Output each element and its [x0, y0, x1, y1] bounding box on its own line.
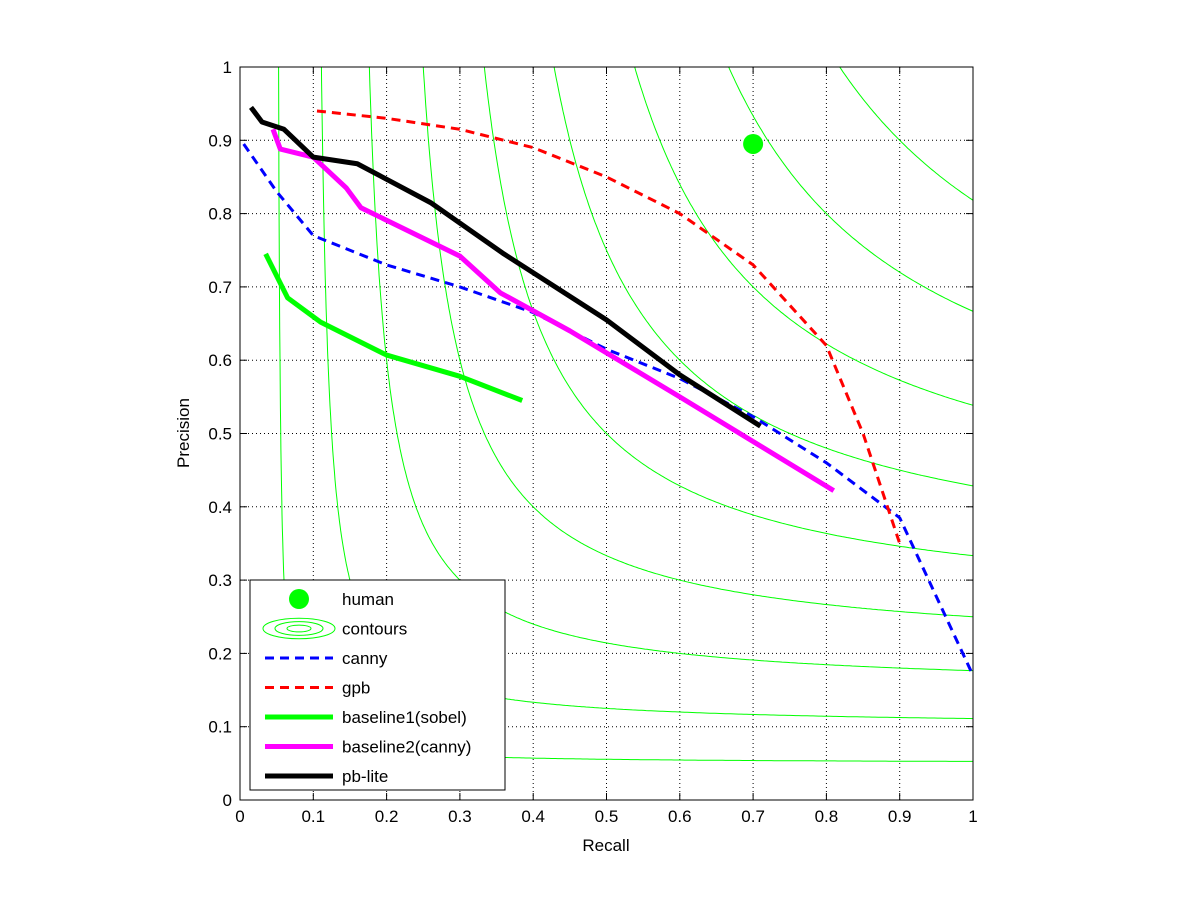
contour-line — [422, 67, 973, 618]
legend-contours-icon — [286, 624, 312, 633]
contour-line — [368, 67, 973, 672]
x-tick-label: 0.7 — [741, 807, 765, 826]
legend-label: baseline2(canny) — [342, 738, 471, 757]
series-gpb — [316, 109, 902, 544]
contour-line — [483, 67, 973, 557]
contour-line — [839, 67, 973, 201]
x-axis-label: Recall — [582, 836, 629, 855]
y-tick-label: 0.2 — [208, 644, 232, 663]
legend-label: canny — [342, 649, 388, 668]
y-tick-label: 0.7 — [208, 278, 232, 297]
human-point — [743, 133, 764, 154]
y-tick-label: 0.6 — [208, 351, 232, 370]
legend-label: contours — [342, 620, 407, 639]
contour-line — [728, 67, 973, 312]
x-tick-label: 0.5 — [595, 807, 619, 826]
x-tick-label: 0.6 — [668, 807, 692, 826]
series-lines — [242, 105, 975, 677]
series-baseline1-sobel- — [263, 252, 524, 403]
y-tick-label: 1 — [223, 58, 232, 77]
x-tick-label: 0.3 — [448, 807, 472, 826]
legend-label: baseline1(sobel) — [342, 708, 467, 727]
series-baseline2-canny- — [270, 128, 836, 493]
legend-contours-icon — [274, 621, 324, 636]
y-tick-label: 0.4 — [208, 498, 232, 517]
y-tick-label: 0.5 — [208, 425, 232, 444]
y-tick-label: 0.9 — [208, 131, 232, 150]
y-tick-label: 0 — [223, 791, 232, 810]
x-tick-label: 0 — [235, 807, 244, 826]
x-tick-label: 0.9 — [888, 807, 912, 826]
contour-line — [553, 67, 973, 487]
series-canny — [242, 143, 975, 677]
legend-box — [249, 579, 506, 791]
legend-label: human — [342, 590, 394, 609]
x-tick-label: 0.2 — [375, 807, 399, 826]
x-tick-label: 0.1 — [301, 807, 325, 826]
contour-line — [634, 67, 973, 406]
legend-contours-icon — [262, 617, 336, 640]
x-tick-label: 0.8 — [815, 807, 839, 826]
y-axis-label: Precision — [174, 398, 193, 468]
y-tick-label: 0.8 — [208, 205, 232, 224]
legend-label: gpb — [342, 679, 370, 698]
legend-human-marker — [289, 589, 309, 609]
plot-frame — [239, 66, 974, 801]
y-tick-label: 0.3 — [208, 571, 232, 590]
x-tick-label: 0.4 — [521, 807, 545, 826]
x-tick-label: 1 — [968, 807, 977, 826]
legend-label: pb-lite — [342, 767, 388, 786]
axes: 0 0.1 0.2 0.3 0.4 0.5 0.6 0.7 0.8 0.9 1 0 0.1 0.2 0.3 0… — [208, 58, 977, 826]
legend: human contours canny gpb baseline1(sobel) bas… — [249, 579, 506, 791]
series-pb-lite — [248, 105, 762, 429]
y-tick-label: 0.1 — [208, 718, 232, 737]
